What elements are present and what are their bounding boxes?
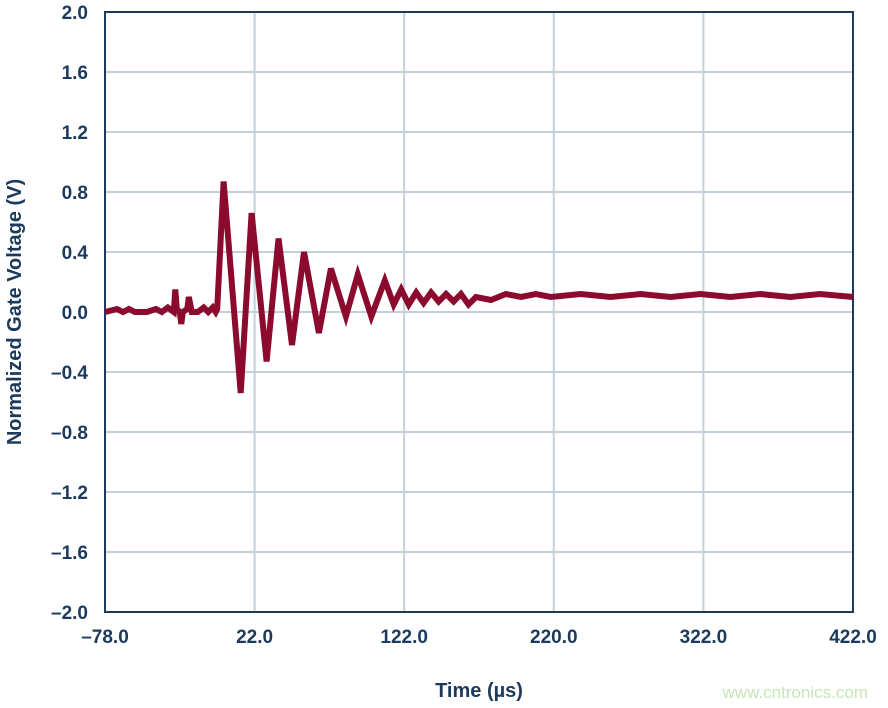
x-axis-label: Time (µs): [435, 680, 523, 702]
y-tick-label: –0.4: [51, 363, 88, 384]
x-tick-label: 122.0: [380, 627, 428, 648]
y-tick-label: 0.8: [62, 183, 88, 204]
y-ticks: 2.0 1.6 1.2 0.8 0.4 0.0 –0.4 –0.8 –1.2 –1.6 –2.0: [51, 3, 88, 624]
y-tick-label: –0.8: [51, 423, 88, 444]
y-tick-label: 2.0: [62, 3, 88, 24]
x-tick-label: 322.0: [680, 627, 728, 648]
y-tick-label: –1.6: [51, 543, 88, 564]
y-tick-label: –1.2: [51, 483, 88, 504]
y-tick-label: 0.0: [62, 303, 88, 324]
y-axis-label: Normalized Gate Voltage (V): [4, 179, 26, 445]
y-tick-label: 0.4: [62, 243, 89, 264]
y-tick-label: 1.2: [62, 123, 88, 144]
watermark: www.cntronics.com: [722, 683, 868, 702]
gate-voltage-line: [104, 181, 854, 394]
y-tick-label: –2.0: [51, 603, 88, 624]
x-tick-label: –78.0: [81, 627, 129, 648]
x-tick-label: 422.0: [829, 627, 877, 648]
x-tick-label: 22.0: [236, 627, 273, 648]
x-ticks: –78.0 22.0 122.0 220.0 322.0 422.0: [81, 627, 877, 648]
x-tick-label: 220.0: [530, 627, 578, 648]
y-tick-label: 1.6: [62, 63, 88, 84]
